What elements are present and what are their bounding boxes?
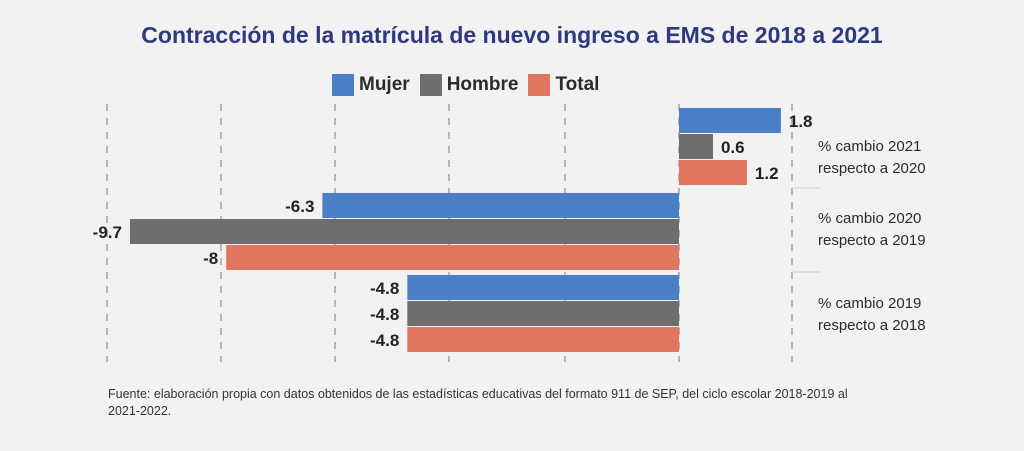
data-label-mujer-0: 1.8 bbox=[789, 112, 813, 131]
bar-mujer-2 bbox=[407, 275, 679, 300]
legend-label-hombre: Hombre bbox=[446, 74, 519, 95]
data-label-total-1: -8 bbox=[203, 249, 218, 268]
legend-swatch-hombre bbox=[419, 74, 442, 96]
legend-swatch-total bbox=[528, 74, 551, 96]
bar-hombre-2 bbox=[407, 301, 679, 326]
legend-swatch-mujer bbox=[332, 74, 354, 96]
category-label-0-line-1: respecto a 2020 bbox=[818, 160, 926, 177]
legend-item-mujer: Mujer bbox=[332, 74, 410, 96]
category-label-1-line-0: % cambio 2020 bbox=[818, 210, 921, 227]
legend-item-total: Total bbox=[528, 74, 599, 96]
bar-total-2 bbox=[407, 327, 679, 352]
bar-hombre-0 bbox=[679, 134, 713, 159]
category-label-2-line-1: respecto a 2018 bbox=[818, 317, 926, 334]
data-label-hombre-0: 0.6 bbox=[721, 138, 745, 157]
legend-label-total: Total bbox=[555, 74, 600, 95]
category-label-1-line-1: respecto a 2019 bbox=[818, 232, 926, 249]
legend-item-hombre: Hombre bbox=[419, 74, 519, 96]
category-label-2-line-0: % cambio 2019 bbox=[818, 295, 921, 312]
category-label-0-line-0: % cambio 2021 bbox=[818, 138, 921, 155]
bar-mujer-1 bbox=[322, 193, 679, 218]
chart-title: Contracción de la matrícula de nuevo ing… bbox=[141, 22, 883, 48]
source-note: Fuente: elaboración propia con datos obt… bbox=[108, 387, 848, 418]
data-label-mujer-1: -6.3 bbox=[285, 197, 314, 216]
legend-label-mujer: Mujer bbox=[359, 74, 410, 95]
data-label-hombre-2: -4.8 bbox=[370, 305, 399, 324]
bar-mujer-0 bbox=[679, 108, 781, 133]
data-label-total-0: 1.2 bbox=[755, 164, 779, 183]
bar-hombre-1 bbox=[129, 219, 680, 244]
data-label-mujer-2: -4.8 bbox=[370, 279, 399, 298]
data-label-total-2: -4.8 bbox=[370, 331, 399, 350]
bar-total-0 bbox=[679, 160, 747, 185]
bar-total-1 bbox=[226, 245, 679, 270]
data-label-hombre-1: -9.7 bbox=[93, 223, 122, 242]
chart-legend: Mujer Hombre Total bbox=[332, 74, 609, 96]
